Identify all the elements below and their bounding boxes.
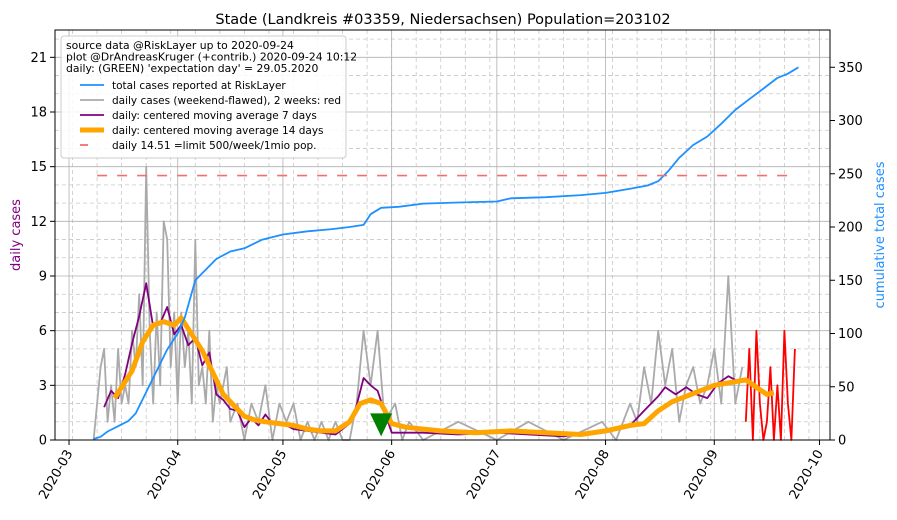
legend-box [60, 35, 347, 159]
legend-header-line: daily: (GREEN) 'expectation day' = 29.05… [66, 62, 318, 75]
y-tick-label-right: 200 [838, 221, 863, 236]
y-tick-label-right: 0 [838, 434, 846, 449]
legend-entry: total cases reported at RiskLayer [112, 80, 286, 92]
x-tick-label: 2020-06 [359, 448, 399, 503]
y-tick-label-right: 100 [838, 327, 863, 342]
legend-header-line: plot @DrAndreasKruger (+contrib.) 2020-0… [66, 51, 357, 64]
y-tick-label-left: 15 [30, 160, 47, 175]
x-tick-label: 2020-10 [787, 448, 827, 503]
y-tick-label-left: 6 [39, 324, 47, 339]
x-tick-label: 2020-08 [573, 448, 613, 503]
x-tick-label: 2020-07 [464, 448, 504, 503]
y-tick-label-right: 150 [838, 274, 863, 289]
legend-header-line: source data @RiskLayer up to 2020-09-24 [66, 39, 294, 52]
x-tick-label: 2020-09 [682, 448, 722, 503]
x-tick-label: 2020-05 [250, 448, 290, 503]
legend-entry: daily cases (weekend-flawed), 2 weeks: r… [112, 95, 341, 107]
y-axis-label-left: daily cases [9, 199, 24, 271]
legend-entry: daily: centered moving average 14 days [112, 125, 324, 137]
y-axis-label-right: cumulative total cases [873, 161, 888, 308]
series-layer [92, 66, 799, 441]
y-tick-label-left: 9 [39, 270, 47, 285]
x-tick-label: 2020-04 [145, 448, 185, 503]
y-tick-label-left: 18 [30, 106, 47, 121]
y-tick-label-right: 350 [838, 61, 863, 76]
y-tick-label-left: 12 [30, 215, 47, 230]
series-line [93, 66, 799, 440]
plot-frame [54, 29, 831, 441]
y-tick-label-right: 50 [838, 380, 855, 395]
legend: source data @RiskLayer up to 2020-09-24p… [60, 35, 357, 159]
chart-title: Stade (Landkreis #03359, Niedersachsen) … [215, 12, 670, 28]
y-tick-label-left: 21 [30, 51, 47, 66]
expectation-day-marker [370, 413, 393, 437]
x-tick-label: 2020-03 [36, 448, 76, 503]
y-tick-label-left: 3 [39, 379, 47, 394]
y-tick-label-left: 0 [39, 434, 47, 449]
legend-entry: daily: centered moving average 7 days [112, 110, 317, 122]
series-line [92, 165, 744, 441]
legend-entry: daily 14.51 =limit 500/week/1mio pop. [112, 140, 317, 152]
series-line [103, 282, 740, 438]
y-tick-label-right: 250 [838, 167, 863, 182]
series-line [744, 329, 796, 441]
series-line [112, 315, 775, 437]
y-tick-label-right: 300 [838, 114, 863, 129]
